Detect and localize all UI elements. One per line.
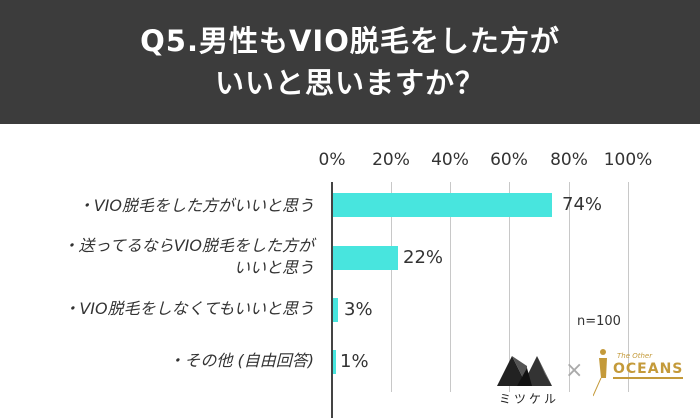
oceans-brand-text: OCEANS bbox=[613, 361, 684, 379]
gridline-40 bbox=[450, 182, 451, 392]
bar-0 bbox=[333, 193, 552, 217]
value-label-1: 22% bbox=[403, 247, 444, 268]
bar-1 bbox=[333, 246, 398, 270]
category-label-1-line-2: いいと思う bbox=[233, 258, 314, 277]
x-tick-40: 40% bbox=[431, 150, 469, 170]
gridline-60 bbox=[509, 182, 510, 392]
oceans-tagline: The Other bbox=[617, 352, 653, 360]
value-label-2: 3% bbox=[344, 299, 373, 320]
x-tick-20: 20% bbox=[372, 150, 410, 170]
mitsukeru-brand-text: ミツケル bbox=[499, 392, 560, 406]
cross-separator: × bbox=[565, 358, 584, 383]
category-label-0: ・VIO脱毛をした方がいいと思う bbox=[77, 196, 314, 215]
logo-area: ミツケル × The Other OCEANS bbox=[495, 346, 695, 416]
sample-size: n=100 bbox=[577, 314, 621, 329]
gridline-80 bbox=[569, 182, 570, 392]
bar-2 bbox=[333, 298, 338, 322]
bar-chart: 0% 20% 40% 60% 80% 100% ・VIO脱毛をした方がいいと思う… bbox=[0, 124, 700, 420]
title-banner: Q5.男性もVIO脱毛をした方が いいと思いますか？ bbox=[0, 0, 700, 124]
gridline-100 bbox=[628, 182, 629, 392]
title-line-2: いいと思いますか？ bbox=[214, 66, 485, 100]
value-label-3: 1% bbox=[340, 351, 369, 372]
gridline-20 bbox=[391, 182, 392, 392]
category-label-1: ・送ってるならVIO脱毛をした方が いいと思う bbox=[63, 235, 314, 279]
oceans-figure-icon bbox=[593, 349, 607, 397]
category-label-1-line-1: ・送ってるならVIO脱毛をした方が bbox=[62, 236, 314, 255]
category-label-2: ・VIO脱毛をしなくてもいいと思う bbox=[63, 299, 314, 318]
x-tick-100: 100% bbox=[603, 150, 653, 170]
y-axis bbox=[331, 182, 333, 418]
x-tick-60: 60% bbox=[490, 150, 528, 170]
value-label-0: 74% bbox=[562, 194, 603, 215]
category-label-3: ・その他 (自由回答) bbox=[168, 351, 314, 370]
bar-3 bbox=[333, 350, 336, 374]
title-line-1: Q5.男性もVIO脱毛をした方が bbox=[140, 24, 560, 58]
x-tick-0: 0% bbox=[318, 150, 346, 170]
x-tick-80: 80% bbox=[550, 150, 588, 170]
mitsukeru-logo-icon bbox=[497, 356, 552, 386]
